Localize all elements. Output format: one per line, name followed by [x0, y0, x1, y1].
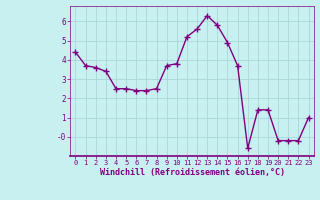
X-axis label: Windchill (Refroidissement éolien,°C): Windchill (Refroidissement éolien,°C): [100, 168, 284, 177]
